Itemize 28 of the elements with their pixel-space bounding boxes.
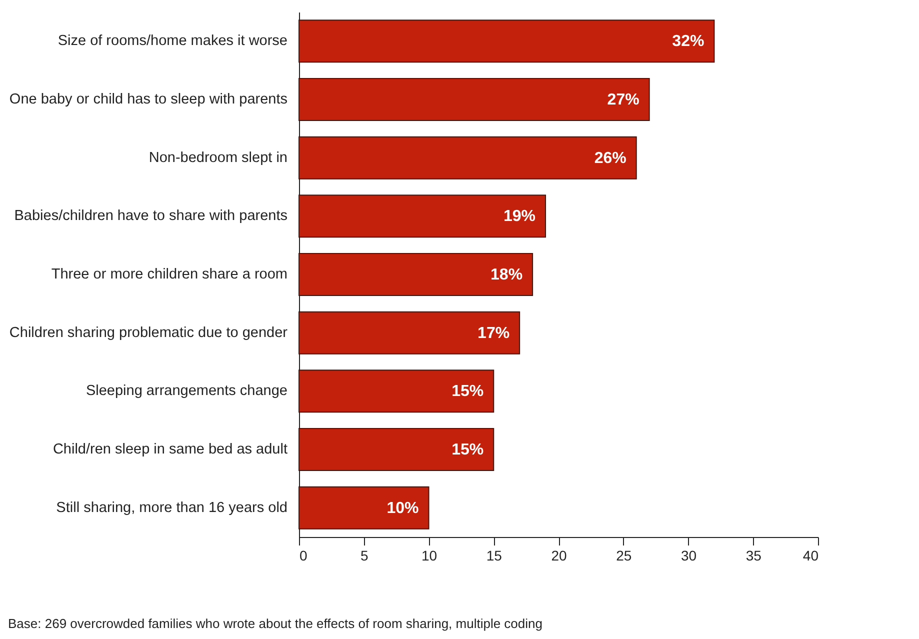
y-tick-label: Non-bedroom slept in (148, 150, 288, 166)
data-label: 18% (490, 266, 523, 284)
data-label: 32% (672, 33, 704, 50)
x-tick-label: 5 (360, 548, 368, 564)
text: Base: 269 overcrowded families who wrote about the effects of room sharing, multiple coding (8, 616, 542, 631)
data-label: 15% (452, 383, 484, 400)
y-tick-label: Three or more children share a room (51, 266, 288, 282)
data-label: 26% (594, 150, 626, 167)
x-tick-label: 20 (551, 548, 567, 564)
y-tick-label: Sleeping arrangements change (86, 383, 288, 400)
y-tick-label: Children sharing problematic due to gender (9, 324, 288, 341)
x-tick-label: 40 (802, 548, 819, 564)
y-tick-label: Child/ren sleep in same bed as adult (52, 442, 288, 458)
x-tick-label: 0 (300, 548, 308, 564)
x-tick-label: 35 (746, 548, 762, 564)
x-tick-label: 10 (421, 548, 438, 564)
x-tick-label: 15 (486, 548, 502, 564)
x-tick-label: 25 (616, 548, 632, 564)
y-tick-label: Size of rooms/home makes it worse (58, 33, 288, 50)
x-tick-label: 30 (680, 548, 697, 564)
data-label: 10% (386, 500, 419, 517)
y-tick-label: Babies/children have to share with parents (14, 208, 288, 224)
y-tick-label: One baby or child has to sleep with parents (9, 92, 288, 108)
y-tick-label: Still sharing, more than 16 years old (56, 500, 288, 516)
data-label: 17% (478, 324, 510, 342)
data-label: 19% (503, 208, 536, 226)
data-label: 27% (607, 92, 640, 108)
data-label: 15% (452, 442, 484, 458)
